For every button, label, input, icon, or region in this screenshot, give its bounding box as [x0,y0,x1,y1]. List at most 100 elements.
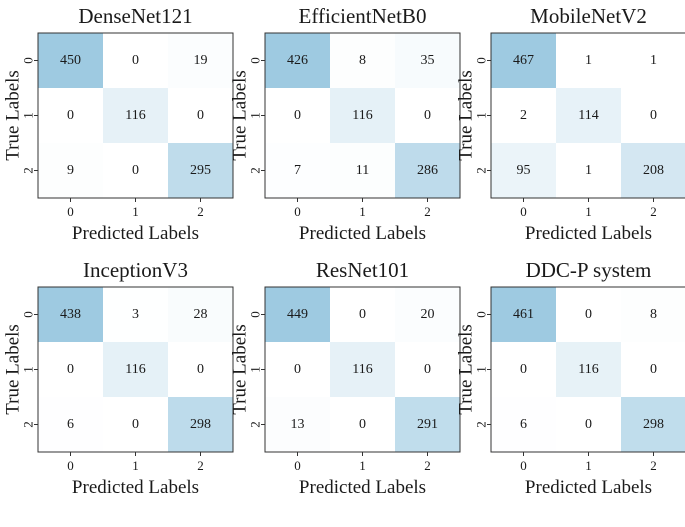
cell-value: 116 [578,362,598,377]
x-tick-label: 2 [197,204,204,219]
matrix-cell [103,33,168,88]
matrix-cell [556,287,621,342]
matrix-cell [265,143,330,198]
cell-value: 7 [294,163,301,178]
cell-value: 208 [643,163,664,178]
matrix-cell [168,287,233,342]
cell-value: 0 [585,417,592,432]
y-axis-label: True Labels [456,70,477,161]
y-tick-label: 0 [248,311,263,318]
cell-value: 6 [520,417,527,432]
matrix-cell [395,397,460,452]
confusion-matrix-panel: 461 0 8 0 116 0 6 0 298 DDC-P system 0 1 2 0 1 2 Predict… [456,258,685,498]
x-tick-label: 1 [585,458,592,473]
x-tick-label: 0 [294,204,301,219]
matrix-cell [621,143,685,198]
confusion-matrix-panel: 438 3 28 0 116 0 6 0 298 InceptionV3 0 1 2 0 1 2 Predict… [3,258,234,498]
x-tick-label: 0 [294,458,301,473]
matrix-cell [330,33,395,88]
matrix-cell [621,342,685,397]
matrix-cell [556,397,621,452]
matrix-cell [265,33,330,88]
cell-value: 0 [650,362,657,377]
cell-value: 426 [287,53,308,68]
y-tick-label: 2 [21,421,36,428]
y-tick-label: 0 [21,57,36,64]
matrix-cell [265,88,330,143]
y-axis-label: True Labels [230,70,251,161]
x-axis-label: Predicted Labels [525,477,652,498]
matrix-cell [330,287,395,342]
matrix-cell [491,33,556,88]
x-axis-label: Predicted Labels [72,223,199,244]
matrix-cell [395,342,460,397]
x-tick-label: 0 [520,458,527,473]
cell-value: 28 [194,307,208,322]
matrix-cell [556,143,621,198]
cell-value: 116 [352,108,372,123]
matrix-cell [556,33,621,88]
y-tick-label: 2 [248,421,263,428]
y-axis-label: True Labels [3,324,24,415]
confusion-matrix-panel: 467 1 1 2 114 0 95 1 208 MobileNetV2 0 1 2 0 1 2 Predict… [456,4,685,244]
x-tick-label: 1 [132,204,139,219]
matrix-cell [38,88,103,143]
y-tick-label: 2 [474,167,489,174]
y-tick-label: 1 [474,366,489,373]
cell-value: 6 [67,417,74,432]
matrix-cell [621,287,685,342]
matrix-cell [38,287,103,342]
cell-value: 0 [424,108,431,123]
x-tick-label: 1 [359,458,366,473]
cell-value: 0 [650,108,657,123]
cell-value: 116 [125,108,145,123]
cell-value: 0 [132,163,139,178]
cell-value: 0 [294,108,301,123]
y-tick-label: 1 [474,112,489,119]
matrix-cell [168,33,233,88]
x-axis-label: Predicted Labels [525,223,652,244]
cell-value: 20 [421,307,435,322]
cell-value: 0 [132,417,139,432]
cell-value: 449 [287,307,308,322]
matrix-cell [103,287,168,342]
cell-value: 1 [650,53,657,68]
y-tick-label: 1 [248,112,263,119]
matrix-cell [168,143,233,198]
x-tick-label: 2 [650,458,657,473]
y-tick-label: 1 [248,366,263,373]
confusion-matrix-panel: 450 0 19 0 116 0 9 0 295 DenseNet121 0 1 2 0 1 2 Predict… [3,4,234,244]
matrix-cell [168,342,233,397]
matrix-cell [621,88,685,143]
cell-value: 3 [132,307,139,322]
cell-value: 8 [359,53,366,68]
matrix-cell [330,342,395,397]
cell-value: 1 [585,53,592,68]
cell-value: 0 [520,362,527,377]
y-axis-label: True Labels [3,70,24,161]
cell-value: 13 [291,417,305,432]
chart-title: DDC-P system [526,258,652,282]
cell-value: 35 [421,53,435,68]
x-tick-label: 0 [520,204,527,219]
cell-value: 286 [417,163,438,178]
cell-value: 298 [643,417,664,432]
matrix-cell [491,287,556,342]
x-tick-label: 2 [197,458,204,473]
cell-value: 0 [359,417,366,432]
cell-value: 95 [517,163,531,178]
cell-value: 295 [190,163,211,178]
x-axis-label: Predicted Labels [299,223,426,244]
matrix-cell [491,342,556,397]
cell-value: 114 [578,108,598,123]
cell-value: 0 [359,307,366,322]
matrix-cell [103,143,168,198]
x-tick-label: 0 [67,204,74,219]
matrix-cell [38,397,103,452]
cell-value: 0 [424,362,431,377]
x-tick-label: 2 [424,204,431,219]
matrix-cell [265,287,330,342]
cell-value: 467 [513,53,534,68]
y-tick-label: 2 [248,167,263,174]
cell-value: 0 [67,362,74,377]
